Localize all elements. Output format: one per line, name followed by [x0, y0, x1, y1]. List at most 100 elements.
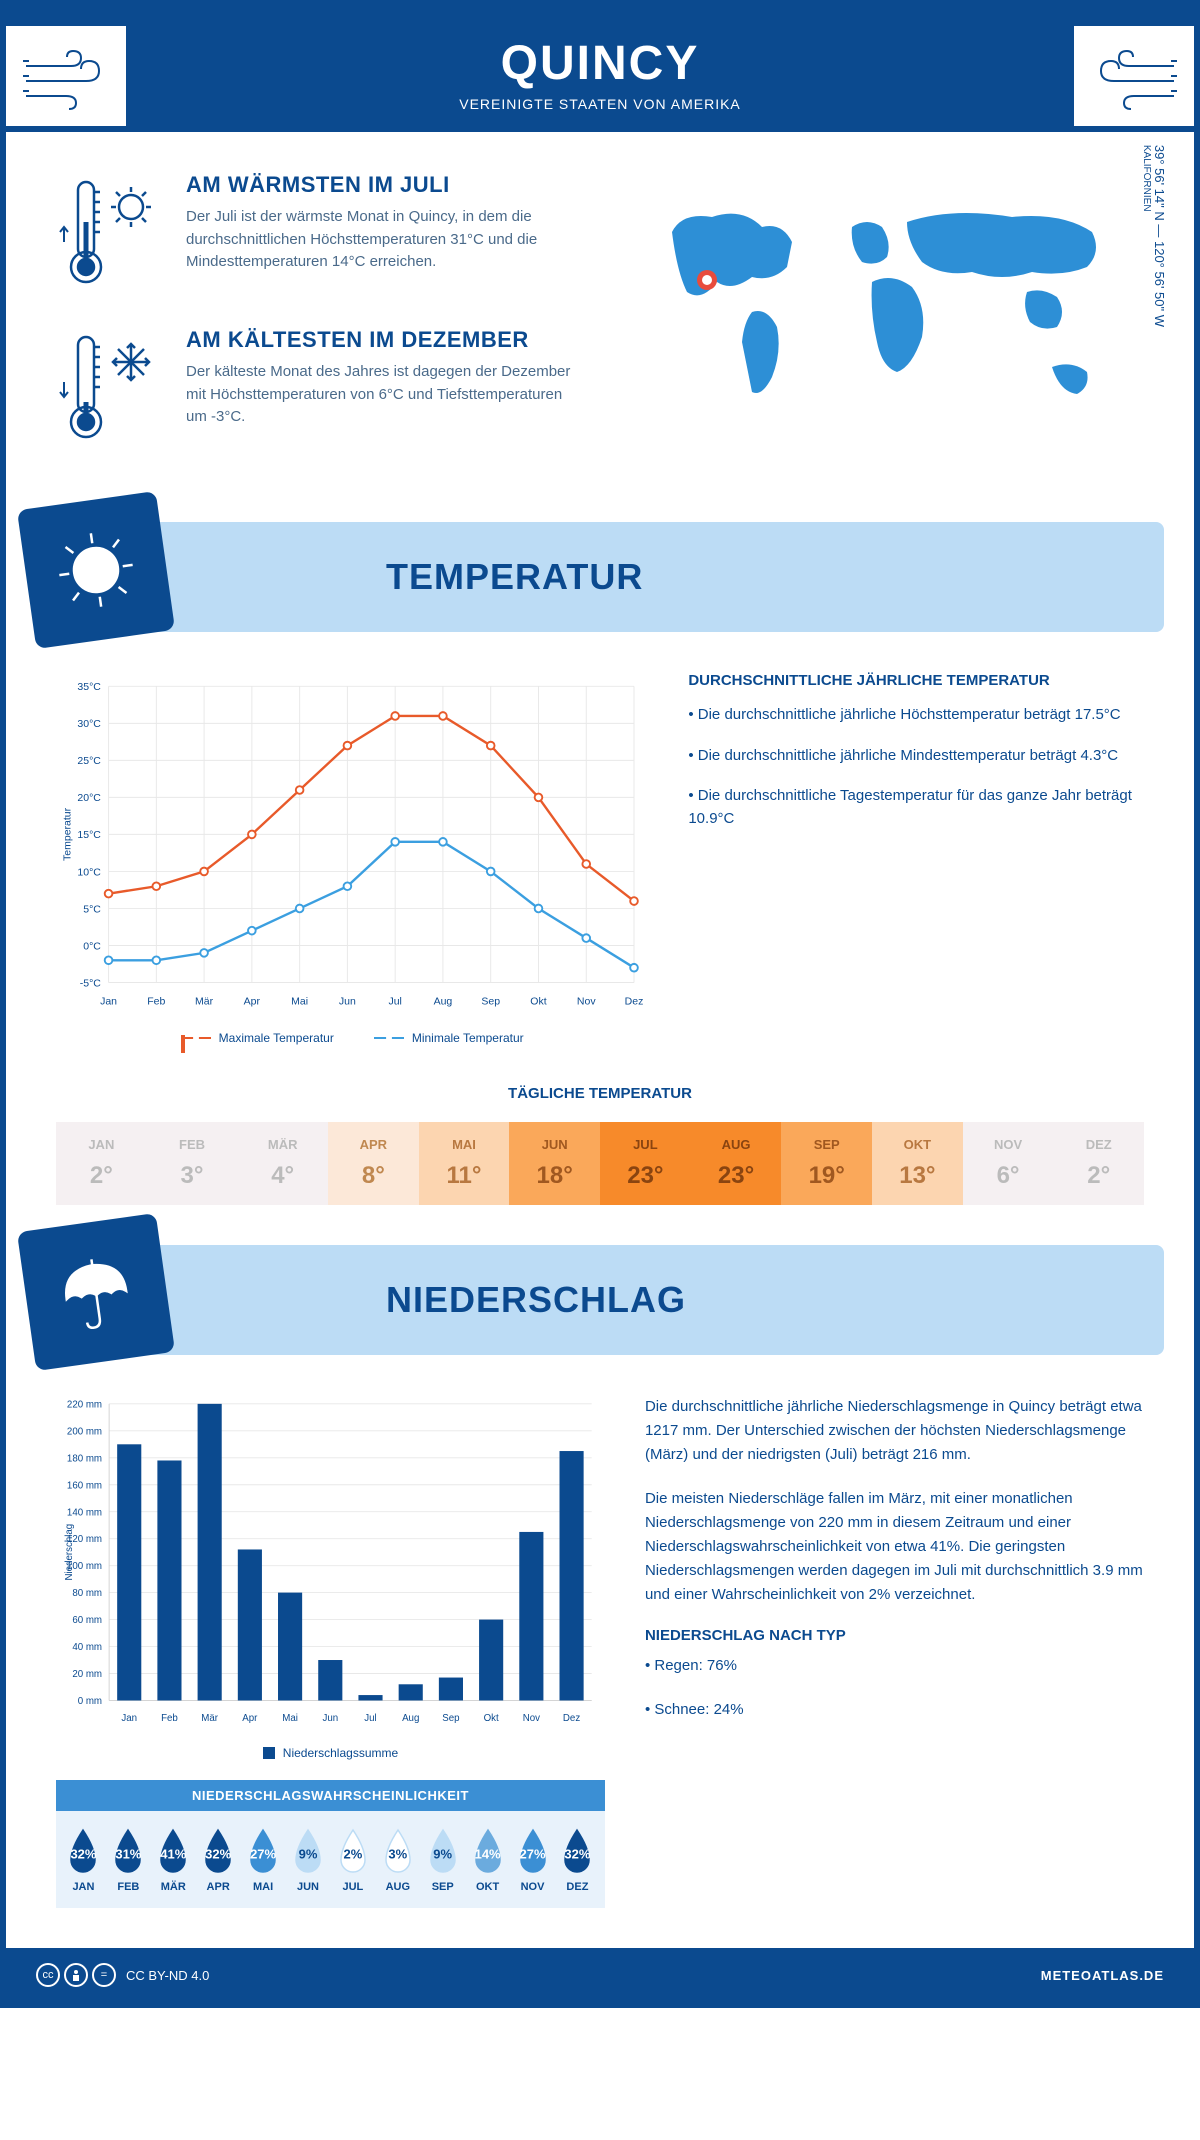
precip-prob-cell: 2% JUL	[330, 1826, 375, 1893]
legend-max-label: Maximale Temperatur	[219, 1031, 334, 1045]
drop-value: 32%	[564, 1846, 590, 1861]
precip-prob-cell: 27%NOV	[510, 1826, 555, 1893]
page: QUINCY VEREINIGTE STAATEN VON AMERIKA	[0, 0, 1200, 2008]
svg-text:Feb: Feb	[161, 1713, 178, 1724]
page-header: QUINCY VEREINIGTE STAATEN VON AMERIKA	[6, 6, 1194, 132]
drop-value: 2%	[343, 1846, 362, 1861]
precip-prob-cell: 31%FEB	[106, 1826, 151, 1893]
precip-bullet: • Schnee: 24%	[645, 1698, 1144, 1722]
svg-text:15°C: 15°C	[77, 829, 101, 841]
precip-p2: Die meisten Niederschläge fallen im März…	[645, 1487, 1144, 1607]
prob-month: DEZ	[555, 1881, 600, 1893]
daily-temp-cell: MAI11°	[419, 1122, 510, 1205]
temp-section-header: TEMPERATUR	[36, 522, 1164, 632]
legend-max: Maximale Temperatur	[181, 1031, 334, 1045]
prob-month: APR	[196, 1881, 241, 1893]
svg-text:200 mm: 200 mm	[67, 1426, 102, 1437]
daily-temp-grid: JAN2°FEB3°MÄR4°APR8°MAI11°JUN18°JUL23°AU…	[56, 1122, 1144, 1205]
precip-section: 0 mm20 mm40 mm60 mm80 mm100 mm120 mm140 …	[6, 1355, 1194, 1948]
daily-temp-value: 8°	[333, 1162, 414, 1190]
daily-temp-value: 13°	[877, 1162, 958, 1190]
daily-temp-cell: AUG23°	[691, 1122, 782, 1205]
precip-heading: NIEDERSCHLAG	[386, 1279, 686, 1321]
svg-text:Jul: Jul	[364, 1713, 376, 1724]
daily-temp-month: DEZ	[1058, 1137, 1139, 1152]
daily-temp-cell: JUL23°	[600, 1122, 691, 1205]
svg-text:60 mm: 60 mm	[72, 1615, 102, 1626]
thermometer-sun-icon	[56, 172, 166, 297]
temp-legend: Maximale Temperatur Minimale Temperatur	[56, 1031, 648, 1045]
temp-info-heading: DURCHSCHNITTLICHE JÄHRLICHE TEMPERATUR	[688, 672, 1144, 689]
drop-value: 9%	[299, 1846, 318, 1861]
coords-main: 39° 56' 14" N — 120° 56' 50" W	[1152, 145, 1167, 327]
precip-prob-cell: 27%MAI	[241, 1826, 286, 1893]
svg-text:Nov: Nov	[577, 995, 596, 1007]
daily-temp-cell: SEP 19°	[781, 1122, 872, 1205]
daily-temp-cell: DEZ 2°	[1053, 1122, 1144, 1205]
precip-prob-grid: 32%JAN31%FEB41%MÄR32%APR27%MAI9%JUN2%JUL…	[56, 1811, 605, 1908]
license-text: CC BY-ND 4.0	[126, 1968, 209, 1983]
drop-value: 14%	[475, 1846, 501, 1861]
prob-month: JUL	[330, 1881, 375, 1893]
daily-temp-value: 19°	[786, 1162, 867, 1190]
svg-text:Mär: Mär	[195, 995, 214, 1007]
daily-temp-cell: JAN2°	[56, 1122, 147, 1205]
svg-text:Mai: Mai	[291, 995, 308, 1007]
daily-temp-month: SEP	[786, 1137, 867, 1152]
drop-icon: 3%	[378, 1826, 418, 1876]
coldest-text: AM KÄLTESTEN IM DEZEMBER Der kälteste Mo…	[186, 327, 580, 452]
svg-text:30°C: 30°C	[77, 718, 101, 730]
svg-text:Aug: Aug	[402, 1713, 419, 1724]
svg-text:10°C: 10°C	[77, 866, 101, 878]
svg-text:5°C: 5°C	[83, 903, 101, 915]
temp-info: DURCHSCHNITTLICHE JÄHRLICHE TEMPERATUR •…	[688, 672, 1144, 1045]
daily-temp-heading: TÄGLICHE TEMPERATUR	[56, 1085, 1144, 1102]
daily-temp-month: MÄR	[242, 1137, 323, 1152]
precip-section-header: NIEDERSCHLAG	[36, 1245, 1164, 1355]
daily-temp-cell: APR8°	[328, 1122, 419, 1205]
daily-temp-month: JUL	[605, 1137, 686, 1152]
precip-p1: Die durchschnittliche jährliche Niedersc…	[645, 1395, 1144, 1467]
precip-prob-cell: 3%AUG	[375, 1826, 420, 1893]
coords-region: KALIFORNIEN	[1141, 145, 1152, 327]
temp-chart-container: -5°C0°C5°C10°C15°C20°C25°C30°C35°CJanFeb…	[56, 672, 648, 1045]
daily-temp-cell: OKT13°	[872, 1122, 963, 1205]
drop-icon: 41%	[153, 1826, 193, 1876]
svg-text:40 mm: 40 mm	[72, 1642, 102, 1653]
coldest-desc: Der kälteste Monat des Jahres ist dagege…	[186, 361, 580, 429]
precip-legend-label: Niederschlagssumme	[283, 1746, 398, 1760]
sun-icon	[17, 490, 175, 648]
svg-text:35°C: 35°C	[77, 681, 101, 693]
precip-prob-cell: 32% DEZ	[555, 1826, 600, 1893]
intro-left: AM WÄRMSTEN IM JULI Der Juli ist der wär…	[56, 172, 580, 482]
svg-text:20°C: 20°C	[77, 792, 101, 804]
precip-type-heading: NIEDERSCHLAG NACH TYP	[645, 1627, 1144, 1644]
daily-temp-month: NOV	[968, 1137, 1049, 1152]
precip-prob-cell: 32%JAN	[61, 1826, 106, 1893]
daily-temp-value: 2°	[1058, 1162, 1139, 1190]
svg-text:25°C: 25°C	[77, 755, 101, 767]
daily-temp-month: MAI	[424, 1137, 505, 1152]
temp-bullet: • Die durchschnittliche jährliche Höchst…	[688, 704, 1144, 727]
daily-temp-month: AUG	[696, 1137, 777, 1152]
prob-month: MAI	[241, 1881, 286, 1893]
daily-temp-value: 4°	[242, 1162, 323, 1190]
warmest-heading: AM WÄRMSTEN IM JULI	[186, 172, 580, 198]
daily-temp-value: 3°	[152, 1162, 233, 1190]
svg-text:Jul: Jul	[388, 995, 401, 1007]
svg-text:Feb: Feb	[147, 995, 165, 1007]
warmest-text: AM WÄRMSTEN IM JULI Der Juli ist der wär…	[186, 172, 580, 297]
precip-prob-cell: 9%SEP	[420, 1826, 465, 1893]
city-title: QUINCY	[26, 36, 1174, 91]
drop-value: 3%	[388, 1846, 407, 1861]
svg-text:Mai: Mai	[282, 1713, 298, 1724]
cc-icon: cc	[36, 1963, 60, 1987]
temp-bullet: • Die durchschnittliche jährliche Mindes…	[688, 745, 1144, 768]
svg-text:Apr: Apr	[244, 995, 261, 1007]
svg-text:220 mm: 220 mm	[67, 1399, 102, 1410]
wind-icon	[21, 41, 111, 111]
precip-prob-heading: NIEDERSCHLAGSWAHRSCHEINLICHKEIT	[56, 1780, 605, 1811]
drop-icon: 9%	[288, 1826, 328, 1876]
drop-value: 31%	[115, 1846, 141, 1861]
svg-text:Sep: Sep	[481, 995, 500, 1007]
